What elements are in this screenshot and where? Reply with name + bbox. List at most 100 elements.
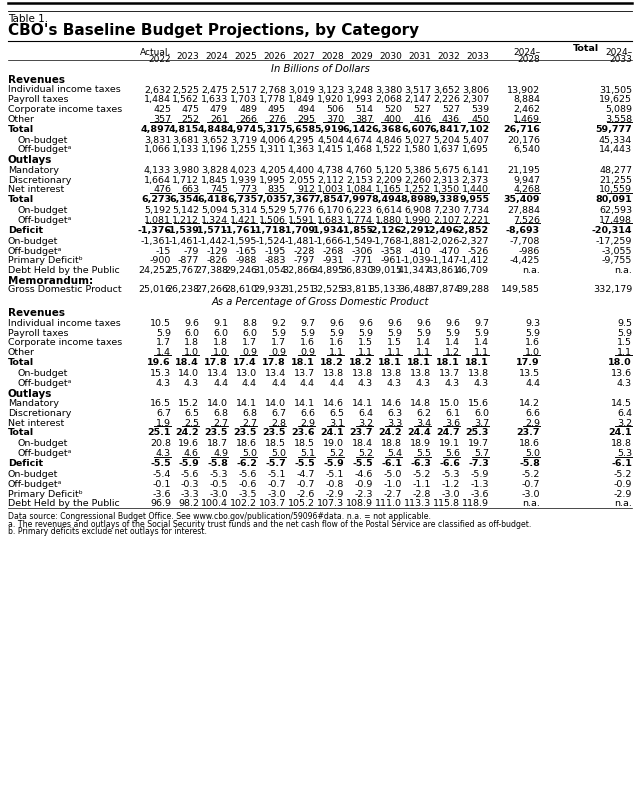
Text: 5.5: 5.5 [416,448,431,457]
Text: -1,549: -1,549 [342,237,373,246]
Text: 2,373: 2,373 [461,175,489,184]
Text: 3.2: 3.2 [617,418,632,427]
Text: 1,350: 1,350 [433,185,460,194]
Text: 6.8: 6.8 [242,409,257,418]
Text: 5,314: 5,314 [230,206,257,215]
Text: Total: Total [8,195,34,204]
Text: Discretionary: Discretionary [8,175,72,184]
Text: 103.7: 103.7 [259,499,286,508]
Text: 24.2: 24.2 [175,428,199,437]
Text: 6.0: 6.0 [242,328,257,337]
Text: Revenues: Revenues [8,75,65,85]
Text: -5.7: -5.7 [265,458,286,467]
Text: 1,712: 1,712 [172,175,199,184]
Text: 17.9: 17.9 [516,358,540,367]
Text: 5,192: 5,192 [144,206,171,215]
Text: 43,861: 43,861 [427,266,460,275]
Text: -129: -129 [207,247,228,255]
Text: -0.7: -0.7 [296,479,315,488]
Text: 2,055: 2,055 [288,175,315,184]
Text: 9.7: 9.7 [474,319,489,328]
Text: -0.1: -0.1 [152,479,171,488]
Text: 1.4: 1.4 [156,348,171,357]
Text: 1,440: 1,440 [462,185,489,194]
Text: 5,776: 5,776 [288,206,315,215]
Text: -165: -165 [236,247,257,255]
Text: -268: -268 [323,247,344,255]
Text: 17,498: 17,498 [599,216,632,225]
Text: 2024: 2024 [205,52,228,61]
Text: 1.0: 1.0 [213,348,228,357]
Text: -2.8: -2.8 [413,489,431,498]
Text: n.a.: n.a. [614,499,632,508]
Text: 745: 745 [210,185,228,194]
Text: 6.7: 6.7 [271,409,286,418]
Text: 4,006: 4,006 [259,135,286,144]
Text: Deficit: Deficit [8,225,43,234]
Text: -5.6: -5.6 [239,470,257,478]
Text: 2024–: 2024– [513,48,540,57]
Text: -3.5: -3.5 [239,489,257,498]
Text: 2028: 2028 [517,55,540,64]
Text: 18.1: 18.1 [407,358,431,367]
Text: 4.3: 4.3 [445,379,460,388]
Text: 24.7: 24.7 [436,428,460,437]
Text: -961: -961 [381,256,402,265]
Text: 476: 476 [153,185,171,194]
Text: -2.7: -2.7 [383,489,402,498]
Text: 36,830: 36,830 [340,266,373,275]
Text: 2031: 2031 [408,52,431,61]
Text: 1,165: 1,165 [375,185,402,194]
Text: 1,683: 1,683 [317,216,344,225]
Text: 2033: 2033 [466,52,489,61]
Text: -1,595: -1,595 [227,237,257,246]
Text: -2,852: -2,852 [455,225,489,234]
Text: 1,506: 1,506 [259,216,286,225]
Text: -1,376: -1,376 [137,225,171,234]
Text: 6.5: 6.5 [184,409,199,418]
Text: 108.9: 108.9 [346,499,373,508]
Text: 31,251: 31,251 [282,285,315,294]
Text: 25,767: 25,767 [166,266,199,275]
Text: Payroll taxes: Payroll taxes [8,328,68,337]
Text: 18.7: 18.7 [207,439,228,448]
Text: 1,591: 1,591 [288,216,315,225]
Text: -7,708: -7,708 [509,237,540,246]
Text: 4,268: 4,268 [513,185,540,194]
Text: 6.2: 6.2 [416,409,431,418]
Text: Table 1.: Table 1. [8,14,48,24]
Text: 5.9: 5.9 [358,328,373,337]
Text: 18.2: 18.2 [349,358,373,367]
Text: 1,845: 1,845 [201,175,228,184]
Text: 4,295: 4,295 [288,135,315,144]
Text: Off-budgetᵃ: Off-budgetᵃ [18,379,72,388]
Text: 46,709: 46,709 [456,266,489,275]
Text: 1,993: 1,993 [346,95,373,104]
Text: 2024–: 2024– [605,48,632,57]
Text: -3.0: -3.0 [522,489,540,498]
Text: 2027: 2027 [292,52,315,61]
Text: 6,540: 6,540 [513,145,540,154]
Text: 10.5: 10.5 [150,319,171,328]
Text: -2.9: -2.9 [614,489,632,498]
Text: 9.6: 9.6 [329,319,344,328]
Text: 3,652: 3,652 [433,85,460,94]
Text: -5.8: -5.8 [519,458,540,467]
Text: 9.6: 9.6 [445,319,460,328]
Text: 4.3: 4.3 [617,379,632,388]
Text: 1,415: 1,415 [317,145,344,154]
Text: 3.1: 3.1 [329,418,344,427]
Text: Off-budgetᵃ: Off-budgetᵃ [18,448,72,457]
Text: 3,652: 3,652 [201,135,228,144]
Text: 2023: 2023 [176,52,199,61]
Text: 3.2: 3.2 [358,418,373,427]
Text: 7,035: 7,035 [256,195,286,204]
Text: -2,327: -2,327 [458,237,489,246]
Text: -1.3: -1.3 [470,479,489,488]
Text: 1,939: 1,939 [230,175,257,184]
Text: 5,407: 5,407 [462,135,489,144]
Text: 1.5: 1.5 [387,338,402,347]
Text: 27,266: 27,266 [195,285,228,294]
Text: 19.6: 19.6 [178,439,199,448]
Text: 118.9: 118.9 [462,499,489,508]
